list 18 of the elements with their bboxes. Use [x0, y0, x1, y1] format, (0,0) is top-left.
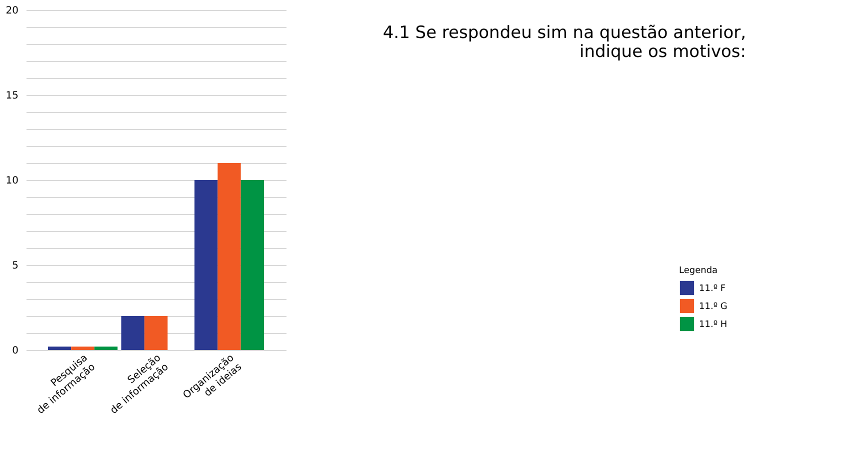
bar	[121, 316, 144, 350]
y-tick-label: 5	[12, 260, 18, 272]
text: 4.1 Se respondeu sim na questão anterior, indique os motivos:	[382, 23, 746, 62]
bar	[194, 180, 218, 350]
bar	[94, 346, 118, 350]
bar	[144, 316, 168, 350]
legend-label: 11.º G	[699, 302, 728, 312]
legend-label: 11.º F	[699, 284, 726, 294]
y-tick-label: 10	[6, 176, 18, 186]
legend-label: 11.º H	[699, 320, 728, 330]
y-tick-label: 15	[6, 90, 18, 102]
y-tick-label: 20	[6, 6, 18, 16]
bar	[240, 180, 264, 350]
bar	[218, 163, 241, 350]
legend-title: Legenda	[679, 266, 718, 276]
bar	[71, 346, 94, 350]
y-tick-label: 0	[12, 346, 18, 356]
bar	[48, 346, 72, 350]
